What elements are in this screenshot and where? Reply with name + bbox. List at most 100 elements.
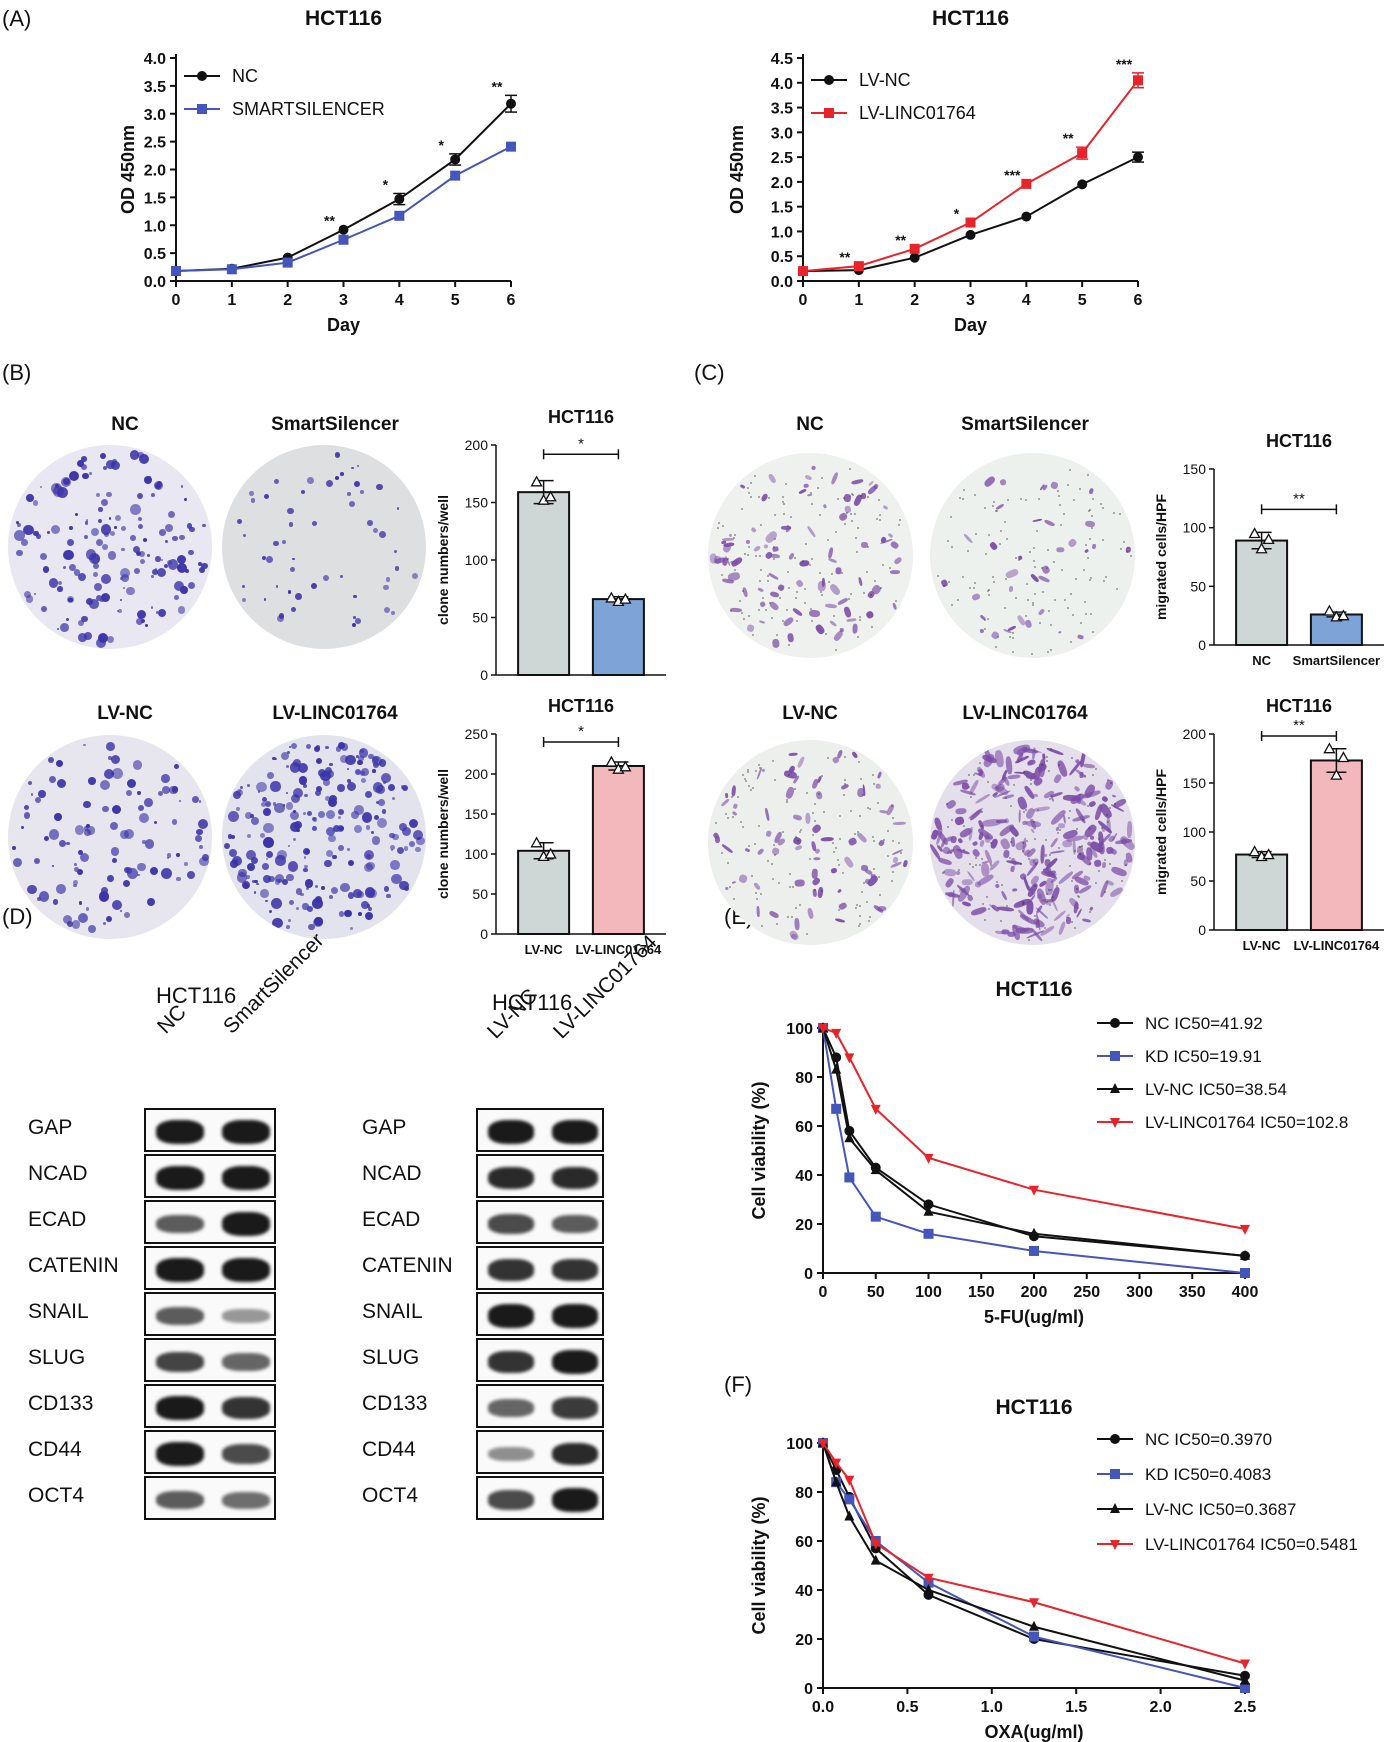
colony-dot [314, 895, 323, 904]
colony-dot [312, 898, 323, 909]
colony-dot [286, 873, 294, 881]
data-point [450, 170, 461, 181]
migrated-cell [806, 493, 813, 497]
membrane-pore [745, 780, 748, 783]
migrated-cell [829, 471, 839, 486]
membrane-pore [1008, 636, 1011, 639]
colony-dot [249, 491, 255, 496]
membrane-pore [803, 601, 806, 604]
colony-dot [37, 896, 42, 901]
membrane-pore [1034, 884, 1037, 887]
migrated-cell [792, 813, 803, 822]
colony-dot [146, 554, 150, 558]
colony-dot [322, 574, 330, 582]
colony-dot [330, 886, 339, 895]
membrane-pore [895, 599, 898, 602]
membrane-pore [1066, 607, 1069, 610]
migrated-cell [763, 543, 769, 549]
migrated-cell [795, 755, 805, 769]
colony-dot [296, 907, 300, 911]
transwell-dish-nc [708, 453, 913, 658]
y-tick-label: 0.0 [771, 274, 793, 291]
y-tick-label: 3.5 [144, 79, 166, 96]
membrane-pore [814, 819, 817, 822]
colony-dot [195, 828, 203, 836]
membrane-pore [1025, 498, 1028, 501]
membrane-pore [821, 476, 824, 479]
membrane-pore [872, 774, 874, 777]
migrated-cell [771, 847, 781, 857]
migrated-cell [974, 880, 983, 889]
membrane-pore [942, 584, 945, 587]
colony-dot [51, 864, 54, 867]
colony-dot [340, 472, 344, 476]
migrated-cell [753, 545, 762, 553]
membrane-pore [1081, 845, 1084, 848]
colony-dot [102, 805, 109, 813]
membrane-pore [782, 503, 785, 506]
legend-label: LV-LINC01764 IC50=0.5481 [1145, 1535, 1358, 1554]
membrane-pore [889, 566, 892, 569]
membrane-pore [784, 483, 787, 486]
membrane-pore [1085, 613, 1088, 616]
colony-dot [261, 555, 266, 560]
membrane-pore [758, 579, 761, 582]
colony-dot [20, 826, 24, 830]
migrated-cell [771, 638, 780, 649]
colony-dot [289, 566, 295, 572]
y-tick-label: 100 [786, 1021, 813, 1038]
colony-dot [286, 765, 290, 769]
migrated-cell [1067, 537, 1078, 549]
dish-label-lv-nc: LV-NC [97, 703, 153, 724]
colony-dot [87, 925, 96, 934]
membrane-pore [1041, 567, 1044, 570]
protein-band [222, 1120, 270, 1144]
colony-dot [161, 559, 164, 562]
colony-dot [300, 893, 304, 897]
colony-dot [397, 847, 405, 855]
colony-dot [33, 592, 37, 596]
colony-dot [84, 632, 93, 641]
data-point [1240, 1683, 1250, 1693]
membrane-pore [725, 813, 728, 816]
legend-label: NC [232, 66, 258, 86]
colony-dot [132, 760, 142, 770]
protein-label-slug: SLUG [362, 1346, 420, 1369]
colony-dot [274, 802, 286, 814]
replicate-point [605, 755, 618, 767]
colony-dot [163, 563, 169, 569]
migrated-cell [828, 557, 838, 564]
membrane-pore [720, 573, 723, 576]
membrane-pore [1033, 593, 1036, 596]
membrane-pore [788, 773, 791, 776]
data-point [450, 154, 461, 165]
migrated-cell [791, 607, 803, 617]
migrated-cell [1011, 887, 1018, 892]
replicate-point [1248, 845, 1261, 857]
data-point [844, 1494, 855, 1505]
series-line [175, 103, 512, 272]
y-tick-label: 40 [795, 1168, 813, 1185]
membrane-pore [1088, 863, 1091, 866]
membrane-pore [842, 872, 845, 875]
membrane-pore [752, 633, 755, 636]
membrane-pore [984, 618, 987, 621]
colony-dot [364, 911, 374, 921]
data-point [923, 1573, 934, 1584]
colony-dot [281, 539, 286, 544]
colony-dot [286, 750, 290, 754]
colony-dot [110, 821, 119, 830]
migrated-cell [842, 855, 855, 869]
colony-dot [78, 850, 83, 855]
protein-label-gap: GAP [362, 1116, 407, 1139]
colony-dot [262, 863, 269, 870]
colony-dot [42, 566, 49, 573]
y-axis-label: OD 450nm [727, 125, 747, 214]
membrane-pore [1020, 497, 1023, 500]
migrated-cell [1091, 543, 1097, 550]
migrated-cell [884, 803, 896, 817]
membrane-pore [1015, 597, 1018, 600]
colony-dot [98, 518, 103, 523]
membrane-pore [1000, 529, 1003, 532]
colony-dot [274, 478, 280, 484]
